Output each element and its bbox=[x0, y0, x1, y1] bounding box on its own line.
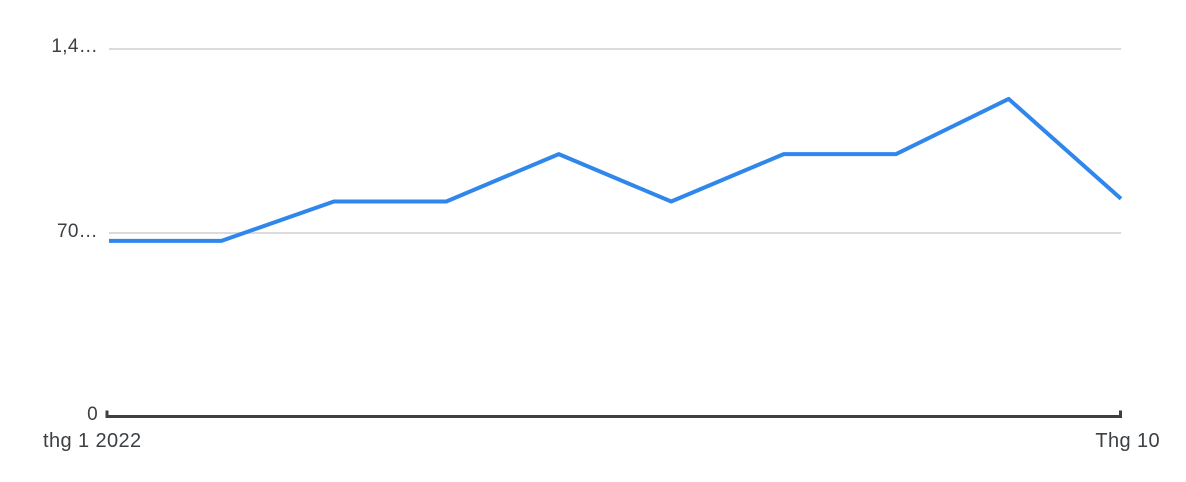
gridlines bbox=[109, 48, 1121, 234]
y-tick-label-mid: 70… bbox=[56, 221, 98, 242]
y-tick-label-max: 1,4… bbox=[51, 36, 98, 57]
y-tick-label-zero: 0 bbox=[87, 404, 98, 425]
x-axis-line bbox=[105, 410, 1122, 418]
x-tick-label-end: Thg 10 bbox=[1095, 430, 1160, 452]
trend-line[interactable] bbox=[109, 96, 1123, 243]
x-tick-label-start: thg 1 2022 bbox=[43, 430, 142, 452]
